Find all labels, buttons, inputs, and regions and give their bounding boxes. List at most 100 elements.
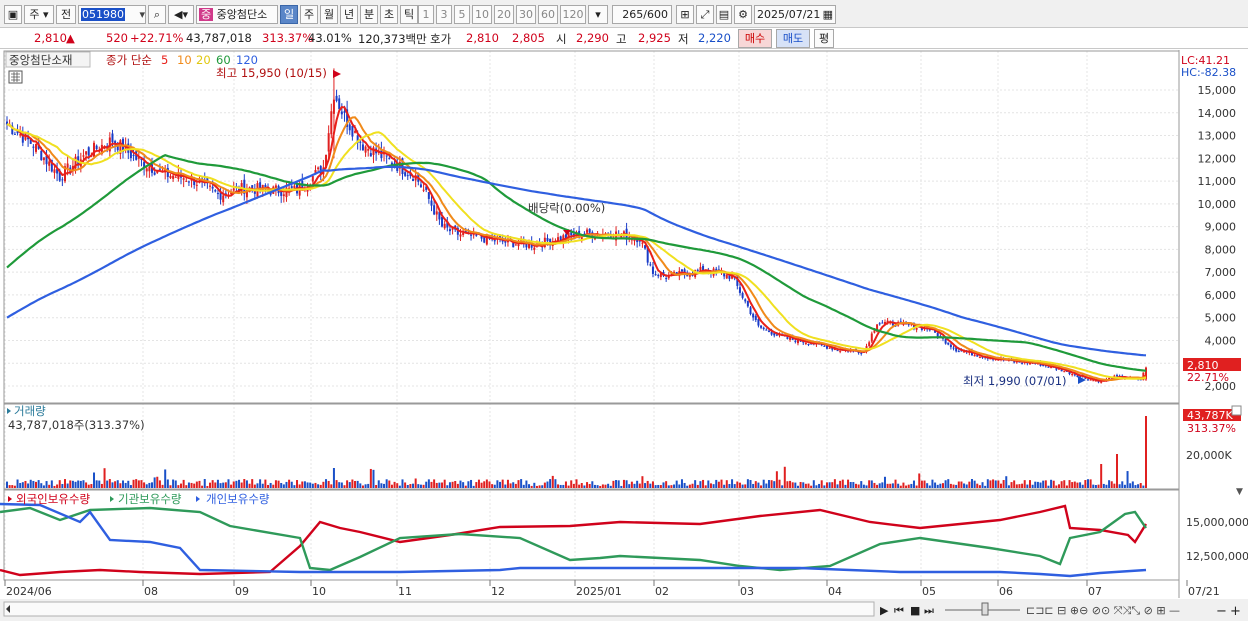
candle-body xyxy=(659,273,662,278)
candle-body xyxy=(425,186,428,190)
volume-bar xyxy=(607,483,610,488)
ma-legend-60[interactable]: 60 xyxy=(216,53,231,67)
ask-label: 호가 xyxy=(430,32,452,46)
volume-bar xyxy=(282,484,285,488)
legend-individual[interactable]: 개인보유수량 xyxy=(206,492,270,506)
speaker-icon[interactable]: ◀▾ xyxy=(168,5,194,24)
gear-icon[interactable]: ⚙ xyxy=(734,5,752,24)
price: 2,810 xyxy=(34,31,67,45)
interval-20[interactable]: 20 xyxy=(494,5,514,24)
volume-bar xyxy=(56,484,59,488)
volume-bar xyxy=(794,482,797,488)
interval-5[interactable]: 5 xyxy=(454,5,470,24)
volume-bar xyxy=(135,479,138,488)
pct-label: 22.71% xyxy=(1187,371,1229,384)
period-minute[interactable]: 분 xyxy=(360,5,378,24)
volume-bar xyxy=(1145,416,1147,488)
type-select[interactable]: 주 ▾ xyxy=(24,5,54,24)
interval-3[interactable]: 3 xyxy=(436,5,452,24)
count-field[interactable]: 265/600 xyxy=(612,5,672,24)
period-day[interactable]: 일 xyxy=(280,5,298,24)
interval-120[interactable]: 120 xyxy=(560,5,586,24)
zoom-handle[interactable] xyxy=(981,602,989,616)
volume-bar xyxy=(13,485,16,488)
candle-body xyxy=(211,186,214,189)
candle-body xyxy=(282,194,285,197)
volume-bar xyxy=(667,485,670,488)
interval-10[interactable]: 10 xyxy=(472,5,492,24)
ma-legend-20[interactable]: 20 xyxy=(196,53,211,67)
candle-body xyxy=(1060,368,1063,372)
panel-collapse-icon[interactable]: ▼ xyxy=(1236,487,1243,497)
date-field[interactable]: 2025/07/21 ▦ xyxy=(754,5,836,24)
volume-bar xyxy=(894,479,897,488)
interval-60[interactable]: 60 xyxy=(538,5,558,24)
interval-dropdown[interactable]: ▾ xyxy=(588,5,608,24)
legend-institution[interactable]: 기관보유수량 xyxy=(118,492,182,506)
candle-body xyxy=(419,184,422,188)
volume-bar xyxy=(309,482,312,488)
forward-icon[interactable]: ⏭ xyxy=(924,604,934,617)
candle-body xyxy=(1084,377,1087,379)
interval-1[interactable]: 1 xyxy=(418,5,434,24)
code-input[interactable]: 051980 ▾ xyxy=(78,5,146,24)
ma-legend-5[interactable]: 5 xyxy=(161,53,168,67)
panel-close-icon[interactable] xyxy=(1231,405,1242,416)
candle-body xyxy=(156,171,159,173)
candle-body xyxy=(665,278,668,280)
stop-icon[interactable]: ■ xyxy=(910,604,920,617)
amount: 120,373백만 xyxy=(358,32,427,46)
zoom-out-icon[interactable]: − xyxy=(1216,604,1227,619)
volume-bar xyxy=(807,483,810,488)
stock-name-field[interactable]: 중 중앙첨단소 xyxy=(196,5,278,24)
volume-bar xyxy=(454,480,457,488)
volume-bar xyxy=(593,484,596,488)
candle-body xyxy=(93,142,96,157)
x-tick-label: 2025/01 xyxy=(576,585,622,598)
period-tick[interactable]: 틱 xyxy=(400,5,418,24)
candle-body xyxy=(441,216,444,227)
volume-bar xyxy=(464,485,467,488)
volume-bar xyxy=(193,483,196,488)
volume-bar xyxy=(1086,479,1089,488)
period-month[interactable]: 월 xyxy=(320,5,338,24)
candle-body xyxy=(973,354,976,357)
candle-icon[interactable]: ⊞ xyxy=(676,5,694,24)
volume-bar xyxy=(187,482,190,488)
window-menu-icon[interactable]: ▣ xyxy=(4,5,22,24)
average-button[interactable]: 평 xyxy=(814,29,834,48)
volume-bar xyxy=(678,484,681,488)
save-icon[interactable]: ▤ xyxy=(716,5,732,24)
buy-button[interactable]: 매수 xyxy=(738,29,772,48)
legend-foreign[interactable]: 외국인보유수량 xyxy=(16,492,90,506)
candle-body xyxy=(404,172,407,176)
draw-icon[interactable]: ⤢ xyxy=(696,5,714,24)
volume-bar xyxy=(994,480,997,488)
scrollbar-track[interactable] xyxy=(3,601,875,617)
y-tick-label: 10,000 xyxy=(1198,198,1237,211)
candle-body xyxy=(185,180,188,182)
period-second[interactable]: 초 xyxy=(380,5,398,24)
volume-bar xyxy=(1007,485,1010,488)
ma-legend-10[interactable]: 10 xyxy=(177,53,192,67)
volume-bar xyxy=(274,480,277,488)
zoom-in-icon[interactable]: + xyxy=(1230,604,1241,619)
candle-body xyxy=(934,330,937,333)
volume-bar xyxy=(90,484,93,488)
search-icon[interactable]: ⌕ xyxy=(148,5,166,24)
period-year[interactable]: 년 xyxy=(340,5,358,24)
interval-30[interactable]: 30 xyxy=(516,5,536,24)
tool-icons[interactable]: ⊏⊐⊏ ⊟ ⊕⊖ ⊘⊙ ⤧⤨⤡ ⊘ ⊞ — xyxy=(1026,604,1180,617)
scroll-left-icon[interactable] xyxy=(6,605,10,613)
candle-body xyxy=(744,299,747,302)
rewind-icon[interactable]: ⏮ xyxy=(894,604,904,617)
scroll-right-icon[interactable]: ▶ xyxy=(880,604,889,617)
ma-legend-120[interactable]: 120 xyxy=(236,53,258,67)
volume-bar xyxy=(164,469,167,488)
calendar-icon[interactable]: ▦ xyxy=(822,8,833,21)
volume-bar xyxy=(1089,479,1092,488)
prev-button[interactable]: 전 xyxy=(56,5,76,24)
period-week[interactable]: 주 xyxy=(300,5,318,24)
sell-button[interactable]: 매도 xyxy=(776,29,810,48)
volume-bar xyxy=(427,479,430,488)
